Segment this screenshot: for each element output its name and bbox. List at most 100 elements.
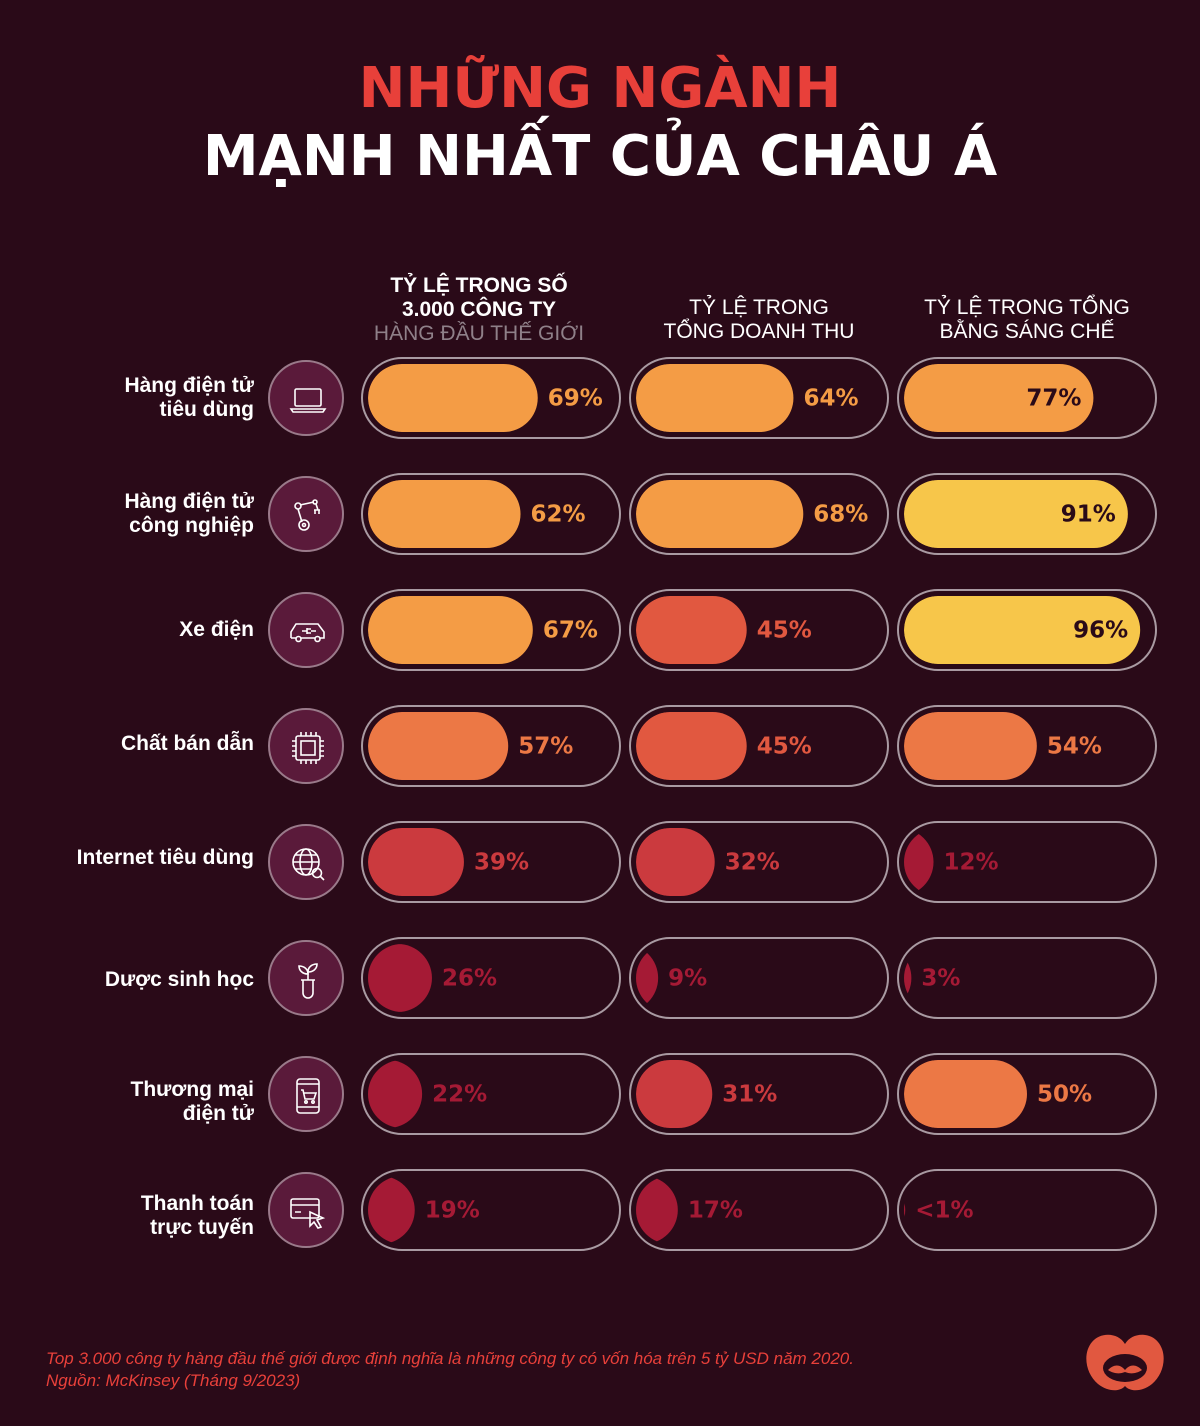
row-label-consumer-internet: Internet tiêu dùng [24,846,254,870]
bar-track-2-6 [897,1053,1157,1135]
data-label-2-5: 3% [921,966,960,992]
electric-car-icon [268,592,344,668]
column-header-companies-line2: 3.000 CÔNG TY [401,298,557,321]
bar-track-0-5 [361,937,621,1019]
row-label-line1: Xe điện [179,618,254,641]
bar-track-1-2 [629,589,889,671]
bar-track-1-1 [629,473,889,555]
column-header-patents-line2: BẰNG SÁNG CHẾ [939,320,1115,343]
row-label-line1: Hàng điện tử [124,490,254,513]
data-label-2-4: 12% [944,850,999,876]
column-header-patents-line1: TỶ LỆ TRONG TỔNG [924,296,1130,319]
bar-track-2-3 [897,705,1157,787]
row-label-electric-vehicles: Xe điện [24,618,254,642]
bar-0-5 [368,944,432,1012]
data-label-0-5: 26% [442,966,497,992]
column-header-companies-line3: HÀNG ĐẦU THẾ GIỚI [373,322,585,345]
plant-test-tube-icon [268,940,344,1016]
row-label-line1: Hàng điện tử [124,374,254,397]
row-label-line2: trực tuyến [150,1216,254,1239]
bar-1-7 [636,1176,678,1244]
globe-search-icon [268,824,344,900]
bar-track-1-4 [629,821,889,903]
row-label-consumer-electronics: Hàng điện tử tiêu dùng [24,374,254,422]
bar-track-2-1 [897,473,1157,555]
bar-track-2-4 [897,821,1157,903]
bar-0-7 [368,1176,415,1244]
bar-1-0 [636,364,794,432]
bar-2-6 [904,1060,1027,1128]
bar-2-2 [904,596,1141,664]
bar-2-4 [904,828,934,896]
row-label-line2: điện tử [182,1102,254,1125]
bar-0-6 [368,1060,423,1128]
card-cursor-icon [268,1172,344,1248]
title-line-1: NHỮNG NGÀNH [358,56,842,121]
footnote-definition: Top 3.000 công ty hàng đầu thế giới được… [46,1349,854,1368]
bar-track-1-3 [629,705,889,787]
data-label-1-0: 64% [803,386,858,412]
bar-2-5 [904,944,912,1012]
column-header-revenue: TỶ LỆ TRONG TỔNG DOANH THU [628,296,890,344]
bar-2-3 [904,712,1037,780]
data-label-2-6: 50% [1037,1082,1092,1108]
data-label-1-3: 45% [757,734,812,760]
data-label-0-6: 22% [432,1082,487,1108]
data-label-1-7: 17% [688,1198,743,1224]
data-label-2-0: 77% [1026,386,1081,412]
data-label-0-3: 57% [518,734,573,760]
data-label-2-2: 96% [1073,618,1128,644]
column-header-revenue-line2: TỔNG DOANH THU [663,320,855,343]
robot-arm-icon [268,476,344,552]
bar-track-1-6 [629,1053,889,1135]
data-label-1-1: 68% [813,502,868,528]
bar-track-0-1 [361,473,621,555]
row-label-line1: Internet tiêu dùng [76,846,254,869]
bar-track-2-5 [897,937,1157,1019]
bar-0-4 [368,828,464,896]
data-label-2-1: 91% [1061,502,1116,528]
data-label-0-0: 69% [548,386,603,412]
bar-1-5 [636,944,659,1012]
row-label-line1: Thanh toán [140,1192,254,1215]
data-label-0-2: 67% [543,618,598,644]
column-header-companies-line1: TỶ LỆ TRONG SỐ [390,274,568,297]
row-label-line1: Dược sinh học [104,968,254,991]
data-label-1-6: 31% [722,1082,777,1108]
title-line-2: MẠNH NHẤT CỦA CHÂU Á [202,124,998,189]
bar-2-7 [904,1176,906,1244]
bar-1-6 [636,1060,713,1128]
data-label-0-7: 19% [425,1198,480,1224]
bar-track-0-3 [361,705,621,787]
bar-0-1 [368,480,521,548]
bar-1-4 [636,828,715,896]
brand-logo-icon [1086,1334,1164,1391]
data-label-2-7: <1% [915,1198,973,1224]
data-label-1-4: 32% [725,850,780,876]
column-header-revenue-line1: TỶ LỆ TRONG [689,296,829,319]
row-label-line1: Chất bán dẫn [120,732,254,755]
bar-0-2 [368,596,533,664]
bar-track-0-2 [361,589,621,671]
bar-track-2-2 [897,589,1157,671]
bar-track-1-7 [629,1169,889,1251]
row-label-semiconductors: Chất bán dẫn [24,732,254,756]
phone-cart-icon [268,1056,344,1132]
bar-2-1 [904,480,1128,548]
chip-icon [268,708,344,784]
data-label-2-3: 54% [1047,734,1102,760]
row-label-ecommerce: Thương mại điện tử [24,1078,254,1126]
bar-0-3 [368,712,509,780]
bar-1-2 [636,596,747,664]
row-label-line1: Thương mại [130,1078,254,1101]
bar-1-3 [636,712,747,780]
data-label-1-2: 45% [757,618,812,644]
row-label-line2: công nghiệp [129,514,254,537]
row-label-industrial-electronics: Hàng điện tử công nghiệp [24,490,254,538]
row-label-online-payments: Thanh toán trực tuyến [24,1192,254,1240]
bar-track-2-0 [897,357,1157,439]
column-header-patents: TỶ LỆ TRONG TỔNG BẰNG SÁNG CHẾ [896,296,1158,344]
laptop-icon [268,360,344,436]
column-header-companies: TỶ LỆ TRONG SỐ 3.000 CÔNG TY HÀNG ĐẦU TH… [348,274,610,346]
